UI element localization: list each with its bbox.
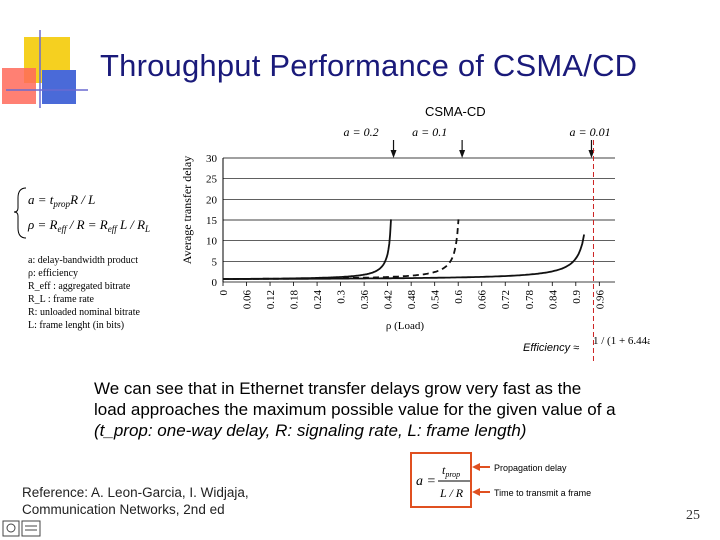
y-tick-label: 20 <box>206 194 218 206</box>
legend-item: L: frame lenght (in bits) <box>28 320 125 331</box>
nav-icons[interactable] <box>2 520 42 538</box>
x-tick-label: 0.9 <box>571 290 583 304</box>
series-line <box>223 219 460 280</box>
y-tick-label: 10 <box>206 236 218 248</box>
x-tick-label: 0.54 <box>430 290 442 310</box>
x-tick-label: 0.48 <box>406 290 418 310</box>
slide-icon[interactable] <box>21 520 41 537</box>
legend-item: ρ: efficiency <box>28 268 79 279</box>
legend-item: R_eff : aggregated bitrate <box>28 281 131 292</box>
x-tick-label: 0.42 <box>383 290 395 309</box>
x-tick-label: 0.18 <box>289 290 301 310</box>
page-title: Throughput Performance of CSMA/CD <box>100 48 638 83</box>
reference-line-2: Communication Networks, 2nd ed <box>22 502 225 517</box>
series-labels: a = 0.2 a = 0.1 a = 0.01 <box>344 125 611 158</box>
series-line <box>223 234 585 280</box>
y-ticks: 0 5 10 15 20 25 30 <box>206 153 218 289</box>
x-tick-label: 0.24 <box>312 290 324 310</box>
reference: Reference: A. Leon-Garcia, I. Widjaja, C… <box>22 484 249 518</box>
deco-blue-square <box>42 70 76 104</box>
x-tick-label: 0.66 <box>477 290 489 310</box>
x-tick-label: 0.6 <box>453 290 465 304</box>
explanation-paragraph: We can see that in Ethernet transfer del… <box>94 378 674 441</box>
series-label: a = 0.2 <box>344 125 379 139</box>
chart-title: CSMA-CD <box>425 104 486 119</box>
x-tick-label: 0.3 <box>336 290 348 304</box>
x-tick-label: 0.36 <box>359 290 371 310</box>
x-tick-label: 0.72 <box>500 290 512 309</box>
x-ticks: 0 0.06 0.12 0.18 0.24 0.3 0.36 0.42 0.48 0.54 0.6 0… <box>218 282 606 309</box>
page-number: 25 <box>686 508 700 523</box>
series-label: a = 0.01 <box>569 125 610 139</box>
delay-ratio-inset: a = tprop L / R Propagation delay Time t… <box>410 452 591 508</box>
inset-formula: a = <box>416 474 436 489</box>
paragraph-line-2: load approaches the maximum possible val… <box>94 400 616 419</box>
y-tick-label: 30 <box>206 153 218 165</box>
efficiency-formula: 1 / (1 + 6.44a) <box>593 335 650 347</box>
paragraph-line-1: We can see that in Ethernet transfer del… <box>94 379 582 398</box>
legend-item: a: delay-bandwidth product <box>28 255 138 266</box>
series-arrowhead <box>390 150 397 158</box>
x-tick-label: 0.06 <box>242 290 254 310</box>
x-tick-label: 0 <box>218 290 230 296</box>
legend-item: R_L : frame rate <box>28 294 94 305</box>
reference-line-1: Reference: A. Leon-Garcia, I. Widjaja, <box>22 485 249 500</box>
inset-box <box>410 452 472 508</box>
chart-curves <box>223 219 585 280</box>
svg-text:L / R: L / R <box>439 486 464 500</box>
efficiency-label: Efficiency ≈ <box>523 342 579 354</box>
legend-item: R: unloaded nominal bitrate <box>28 307 140 318</box>
y-tick-label: 5 <box>212 256 218 268</box>
x-tick-label: 0.84 <box>547 290 559 310</box>
corner-decoration <box>2 30 88 108</box>
csma-cd-chart: CSMA-CD Average transfer delay ρ (Load) … <box>180 104 650 362</box>
series-label: a = 0.1 <box>412 125 447 139</box>
y-tick-label: 15 <box>206 215 218 227</box>
series-arrowhead <box>588 150 595 158</box>
deco-red-square <box>2 68 36 104</box>
print-icon[interactable] <box>2 520 20 537</box>
x-tick-label: 0.12 <box>265 290 277 309</box>
y-tick-label: 25 <box>206 174 218 186</box>
formula-block: a = tpropR / L ρ = Reff / R = Reff L / R… <box>14 187 150 239</box>
x-axis-label: ρ (Load) <box>386 320 425 332</box>
formula-line-2: ρ = Reff / R = Reff L / RL <box>27 217 150 234</box>
chart-grid <box>222 157 615 283</box>
paragraph-line-3: (t_prop: one-way delay, R: signaling rat… <box>94 421 527 440</box>
y-tick-label: 0 <box>212 277 218 289</box>
x-tick-label: 0.96 <box>594 290 606 310</box>
series-arrowhead <box>459 150 466 158</box>
inset-label-top: Propagation delay <box>494 463 567 473</box>
x-tick-label: 0.78 <box>524 290 536 310</box>
series-line <box>223 219 392 280</box>
variable-legend: a: delay-bandwidth product ρ: efficiency… <box>28 254 140 332</box>
formula-line-1: a = tpropR / L <box>28 192 95 209</box>
y-axis-label: Average transfer delay <box>180 156 194 264</box>
inset-label-bottom: Time to transmit a frame <box>494 488 591 498</box>
